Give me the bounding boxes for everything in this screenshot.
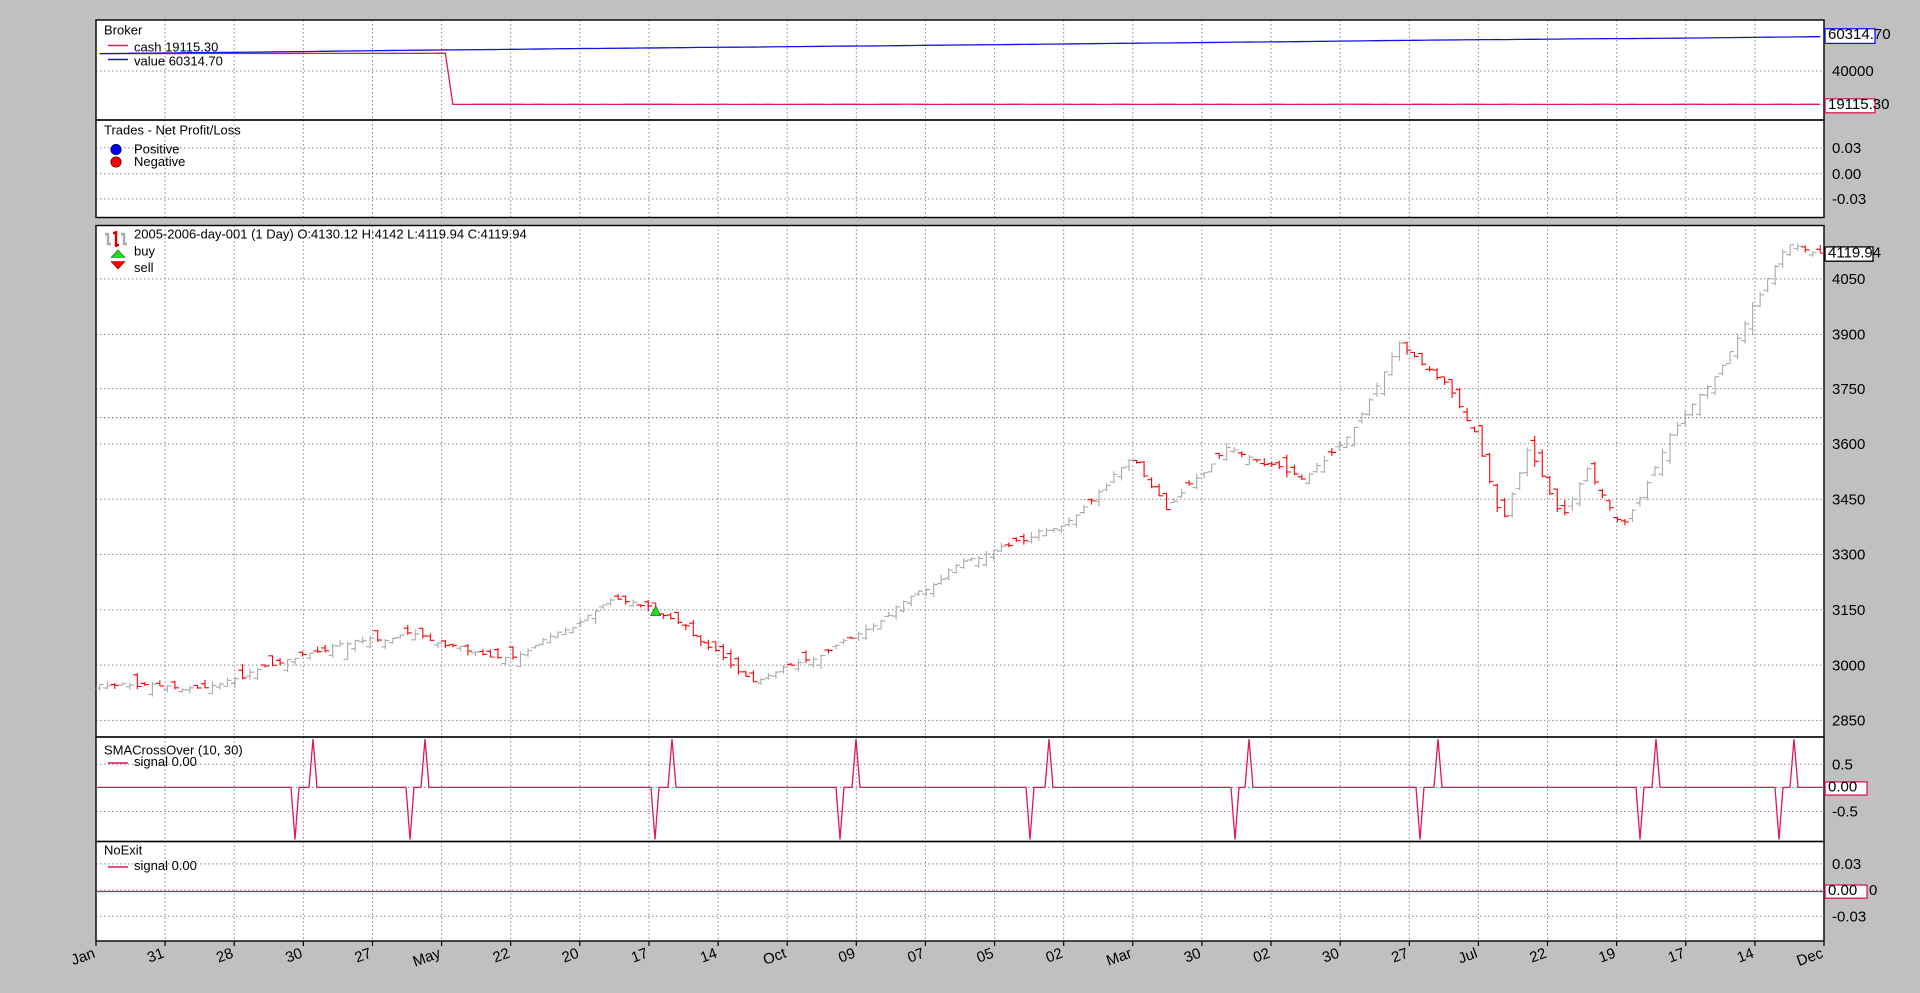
svg-text:0.00: 0.00 (1828, 779, 1857, 796)
svg-text:3750: 3750 (1832, 381, 1865, 398)
svg-text:signal 0.00: signal 0.00 (134, 858, 197, 873)
svg-text:value 60314.70: value 60314.70 (134, 54, 223, 69)
svg-text:-0.03: -0.03 (1832, 191, 1866, 208)
svg-text:4050: 4050 (1832, 271, 1865, 288)
svg-text:0.03: 0.03 (1832, 856, 1861, 873)
svg-text:0: 0 (1869, 882, 1877, 899)
svg-text:60314.70: 60314.70 (1828, 26, 1891, 43)
svg-text:0.00: 0.00 (1828, 882, 1857, 899)
svg-text:2850: 2850 (1832, 713, 1865, 730)
svg-text:3150: 3150 (1832, 602, 1865, 619)
svg-text:0.00: 0.00 (1832, 166, 1861, 183)
svg-text:-0.03: -0.03 (1832, 909, 1866, 926)
svg-text:0.5: 0.5 (1832, 757, 1853, 774)
svg-text:-0.5: -0.5 (1832, 804, 1858, 821)
svg-text:Broker: Broker (104, 23, 143, 38)
svg-text:3450: 3450 (1832, 491, 1865, 508)
svg-text:NoExit: NoExit (104, 842, 143, 857)
svg-text:3000: 3000 (1832, 657, 1865, 674)
svg-text:0.03: 0.03 (1832, 140, 1861, 157)
svg-text:Negative: Negative (134, 154, 185, 169)
svg-text:cash 19115.30: cash 19115.30 (134, 40, 218, 55)
svg-text:19115.30: 19115.30 (1828, 96, 1889, 113)
svg-text:signal 0.00: signal 0.00 (134, 754, 197, 769)
svg-text:2005-2006-day-001 (1 Day) O:41: 2005-2006-day-001 (1 Day) O:4130.12 H:41… (134, 227, 527, 242)
svg-text:40000: 40000 (1832, 63, 1874, 80)
svg-text:sell: sell (134, 260, 154, 275)
svg-text:Trades - Net Profit/Loss: Trades - Net Profit/Loss (104, 123, 241, 138)
svg-text:3900: 3900 (1832, 327, 1865, 344)
svg-text:3300: 3300 (1832, 547, 1865, 564)
svg-text:4119.94: 4119.94 (1828, 244, 1881, 261)
svg-text:buy: buy (134, 244, 155, 259)
svg-text:3600: 3600 (1832, 436, 1865, 453)
